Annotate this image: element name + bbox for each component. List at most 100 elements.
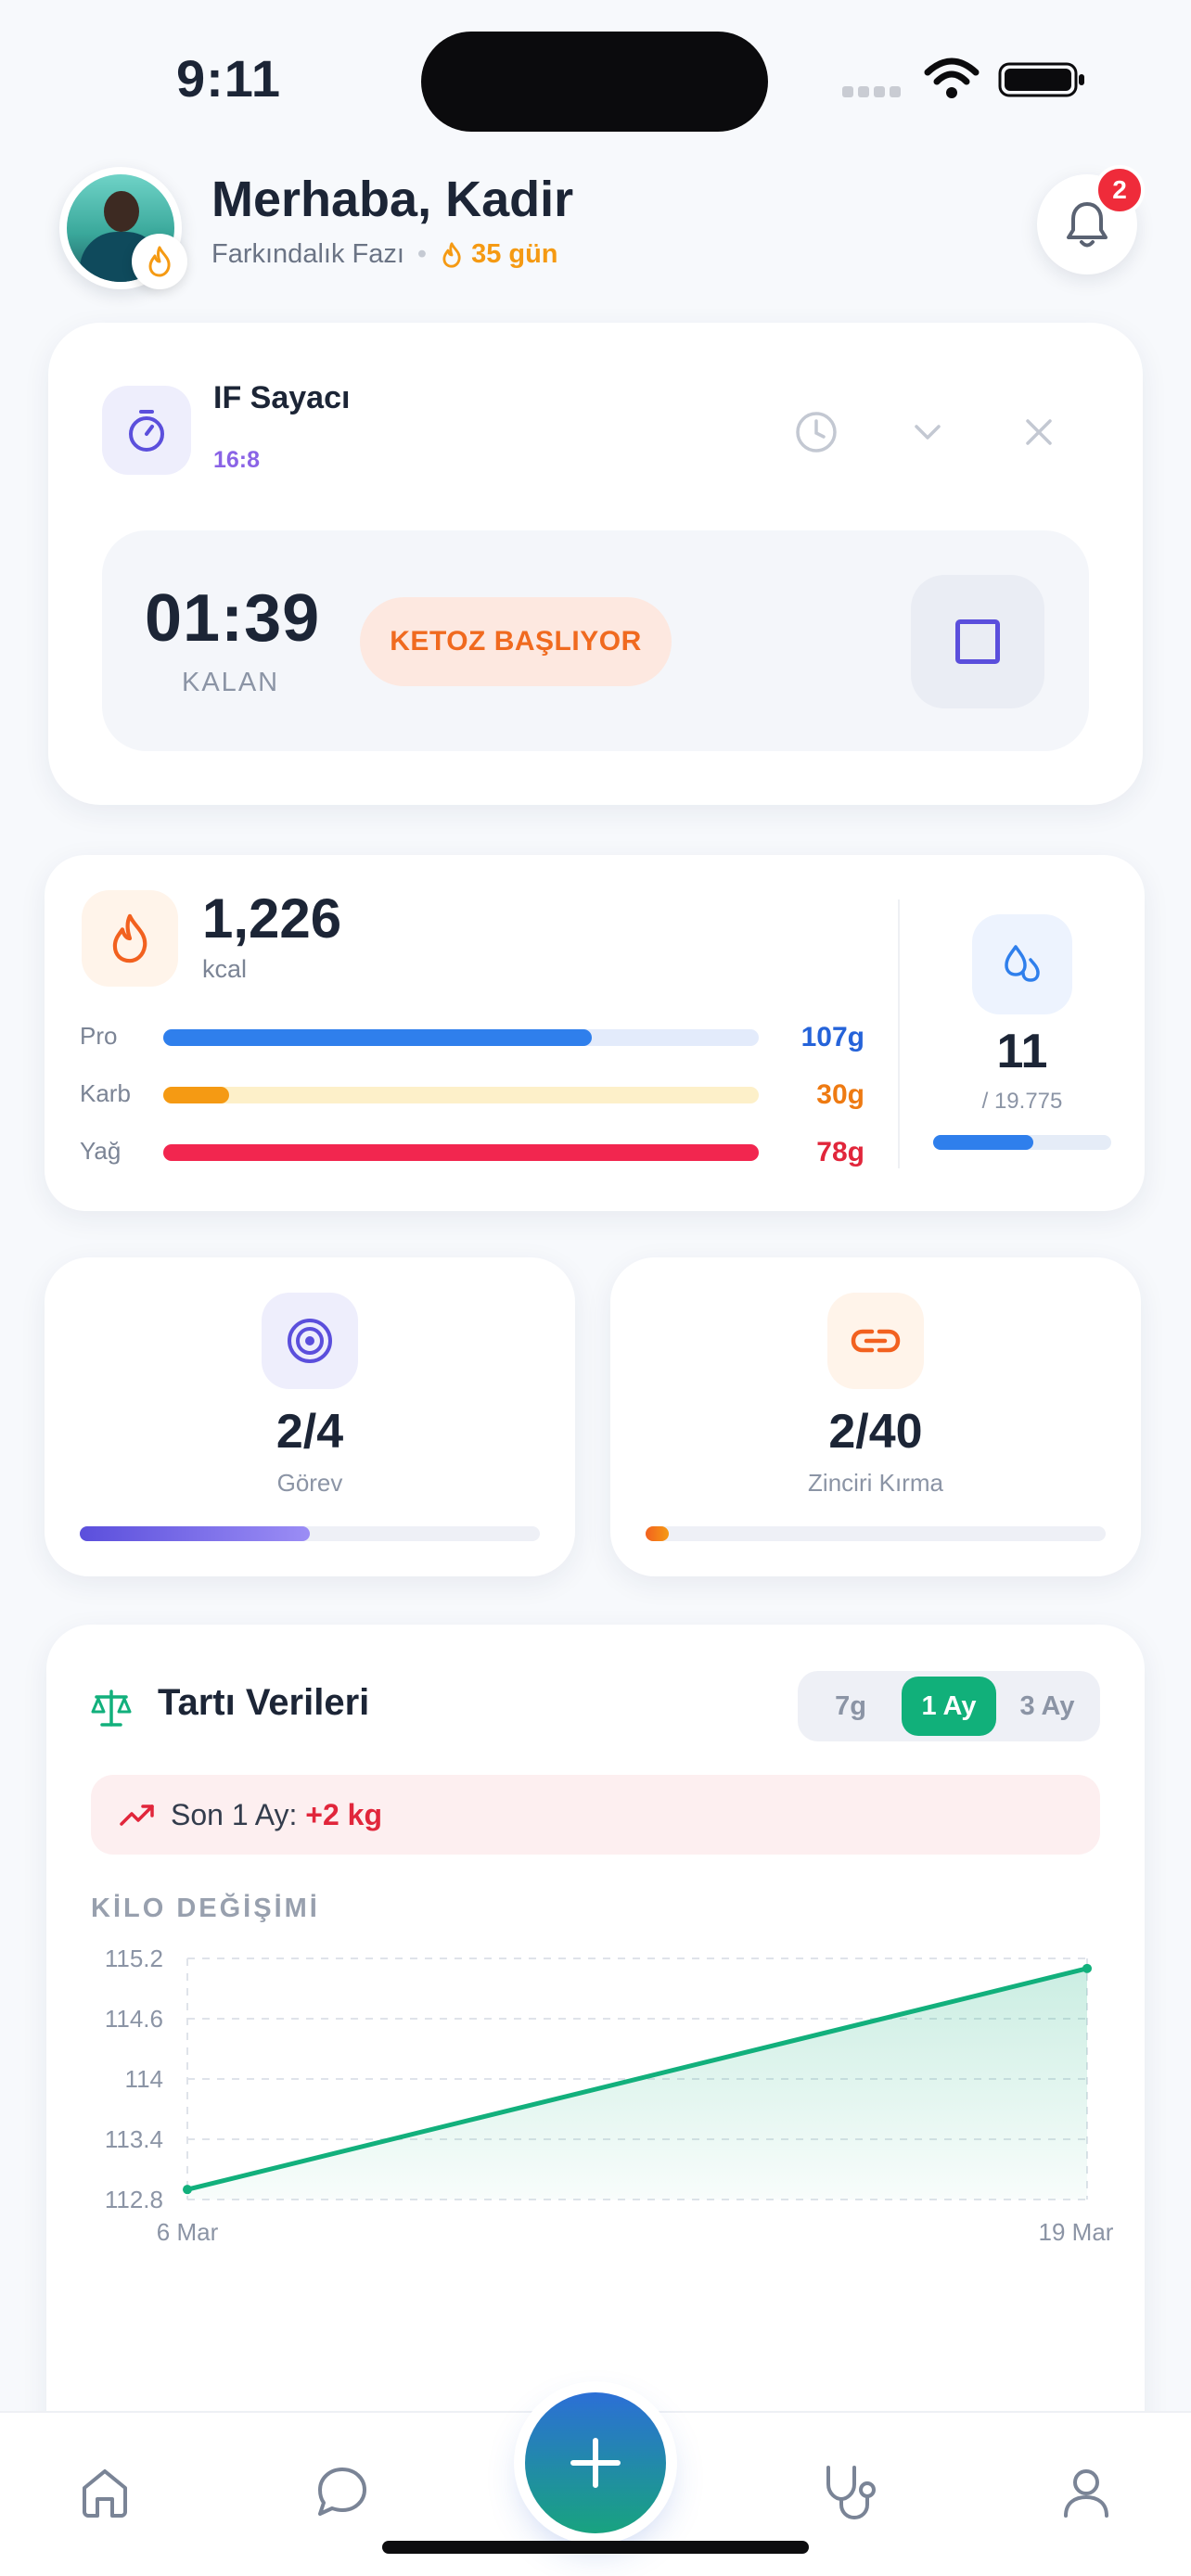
bell-icon [1067, 202, 1108, 248]
stopwatch-icon [129, 410, 164, 452]
if-remaining-label: KALAN [182, 668, 280, 697]
chain-label: Zinciri Kırma [808, 1469, 943, 1497]
clock-icon [796, 412, 837, 453]
macro-track-carb [163, 1087, 759, 1103]
calories-value: 1,226 [202, 887, 342, 950]
nav-health[interactable] [816, 2457, 885, 2526]
nav-home[interactable] [70, 2457, 139, 2526]
chain-progress-track [646, 1526, 1106, 1541]
nav-chat[interactable] [308, 2457, 377, 2526]
stopwatch-icon-box [102, 386, 191, 475]
link-icon-box [827, 1293, 924, 1389]
macro-value-fat: 78g [816, 1137, 864, 1167]
macro-value-protein: 107g [800, 1022, 864, 1052]
water-drops-icon [1005, 945, 1040, 982]
target-icon [288, 1319, 332, 1363]
profile-icon [1064, 2469, 1108, 2518]
macro-label-fat: Yağ [80, 1137, 122, 1165]
range-option-3ay[interactable]: 3 Ay [1019, 1690, 1075, 1721]
stop-icon [955, 619, 1000, 664]
tasks-progress-fill [80, 1526, 310, 1541]
trend-text: Son 1 Ay: +2 kg [171, 1798, 382, 1832]
avatar-flame-badge [132, 234, 187, 289]
macro-fill-fat [163, 1144, 759, 1161]
stethoscope-icon [826, 2466, 876, 2520]
chevron-down-icon [915, 425, 941, 440]
if-timer-title: IF Sayacı [213, 380, 351, 415]
stop-fast-button[interactable] [911, 575, 1044, 708]
macro-label-protein: Pro [80, 1022, 118, 1050]
cellular-signal-icon [842, 85, 907, 98]
water-progress-track [933, 1135, 1111, 1150]
y-tick-label: 112.8 [105, 2186, 163, 2213]
weight-title: Tartı Verileri [158, 1682, 370, 1723]
tasks-label: Görev [276, 1469, 343, 1497]
trend-up-icon [120, 1804, 154, 1826]
water-progress-fill [933, 1135, 1033, 1150]
greeting-title: Merhaba, Kadir [211, 172, 574, 227]
data-point [183, 2185, 192, 2195]
trend-banner: Son 1 Ay: +2 kg [91, 1775, 1100, 1855]
calories-unit: kcal [202, 955, 248, 983]
trend-value: +2 kg [305, 1797, 383, 1831]
if-ratio: 16:8 [213, 447, 261, 473]
macro-label-carb: Karb [80, 1079, 131, 1107]
collapse-button[interactable] [900, 404, 955, 460]
tasks-value: 2/4 [275, 1405, 344, 1459]
battery-icon [998, 62, 1084, 97]
macro-track-fat [163, 1144, 759, 1161]
phase-label: Farkındalık Fazı [211, 239, 404, 269]
home-indicator [382, 2541, 809, 2554]
status-time: 9:11 [176, 49, 281, 108]
home-icon [83, 2469, 127, 2518]
water-value: 11 [996, 1025, 1048, 1078]
chart-title: KİLO DEĞİŞİMİ [91, 1894, 320, 1923]
y-tick-label: 115.2 [105, 1945, 163, 1972]
flame-icon [442, 241, 461, 268]
streak-badge: 35 gün [440, 239, 558, 270]
nav-profile[interactable] [1052, 2457, 1121, 2526]
target-icon-box [262, 1293, 358, 1389]
y-tick-label: 114 [125, 2065, 163, 2093]
if-remaining-time: 01:39 [145, 581, 321, 656]
streak-label: 35 gün [471, 239, 558, 269]
separator-dot: • [416, 239, 428, 269]
chain-value: 2/40 [828, 1405, 923, 1459]
close-button[interactable] [1011, 404, 1067, 460]
tasks-progress-track [80, 1526, 540, 1541]
range-option-7g[interactable]: 7g [835, 1690, 866, 1721]
plus-icon [570, 2438, 621, 2488]
ketosis-status-pill: KETOZ BAŞLIYOR [360, 597, 672, 686]
y-tick-label: 114.6 [105, 2005, 163, 2033]
x-tick-label: 6 Mar [157, 2218, 219, 2246]
chat-icon [318, 2468, 366, 2516]
macro-track-protein [163, 1029, 759, 1046]
avatar-head [104, 191, 139, 232]
weight-chart: 115.2 114.6 114 113.4 112.8 6 Mar 19 Mar [105, 1945, 1113, 2246]
series-line [185, 1966, 1090, 2192]
scale-icon [91, 1690, 132, 1727]
x-tick-label: 19 Mar [1039, 2218, 1113, 2246]
header-subtitle: Farkındalık Fazı • 35 gün [211, 239, 558, 270]
calories-icon-box [82, 890, 178, 987]
flame-icon [112, 913, 147, 963]
macro-value-carb: 30g [816, 1079, 864, 1110]
dynamic-island [421, 32, 768, 132]
notification-count-badge: 2 [1095, 165, 1145, 215]
trend-prefix: Son 1 Ay: [171, 1797, 298, 1831]
flame-icon [148, 246, 171, 277]
close-icon [1026, 419, 1052, 445]
water-goal: / 19.775 [981, 1089, 1063, 1114]
link-icon [851, 1329, 901, 1353]
y-tick-label: 113.4 [105, 2125, 163, 2153]
data-point [1082, 1963, 1092, 1973]
chain-progress-fill [646, 1526, 669, 1541]
nutrition-divider [898, 899, 900, 1168]
range-option-1ay[interactable]: 1 Ay [902, 1677, 996, 1736]
wifi-icon [924, 57, 980, 98]
macro-fill-carb [163, 1087, 229, 1103]
history-button[interactable] [788, 404, 844, 460]
add-button[interactable] [525, 2392, 666, 2533]
water-icon-box [972, 914, 1072, 1014]
range-selector: 7g 1 Ay 3 Ay [798, 1671, 1100, 1741]
